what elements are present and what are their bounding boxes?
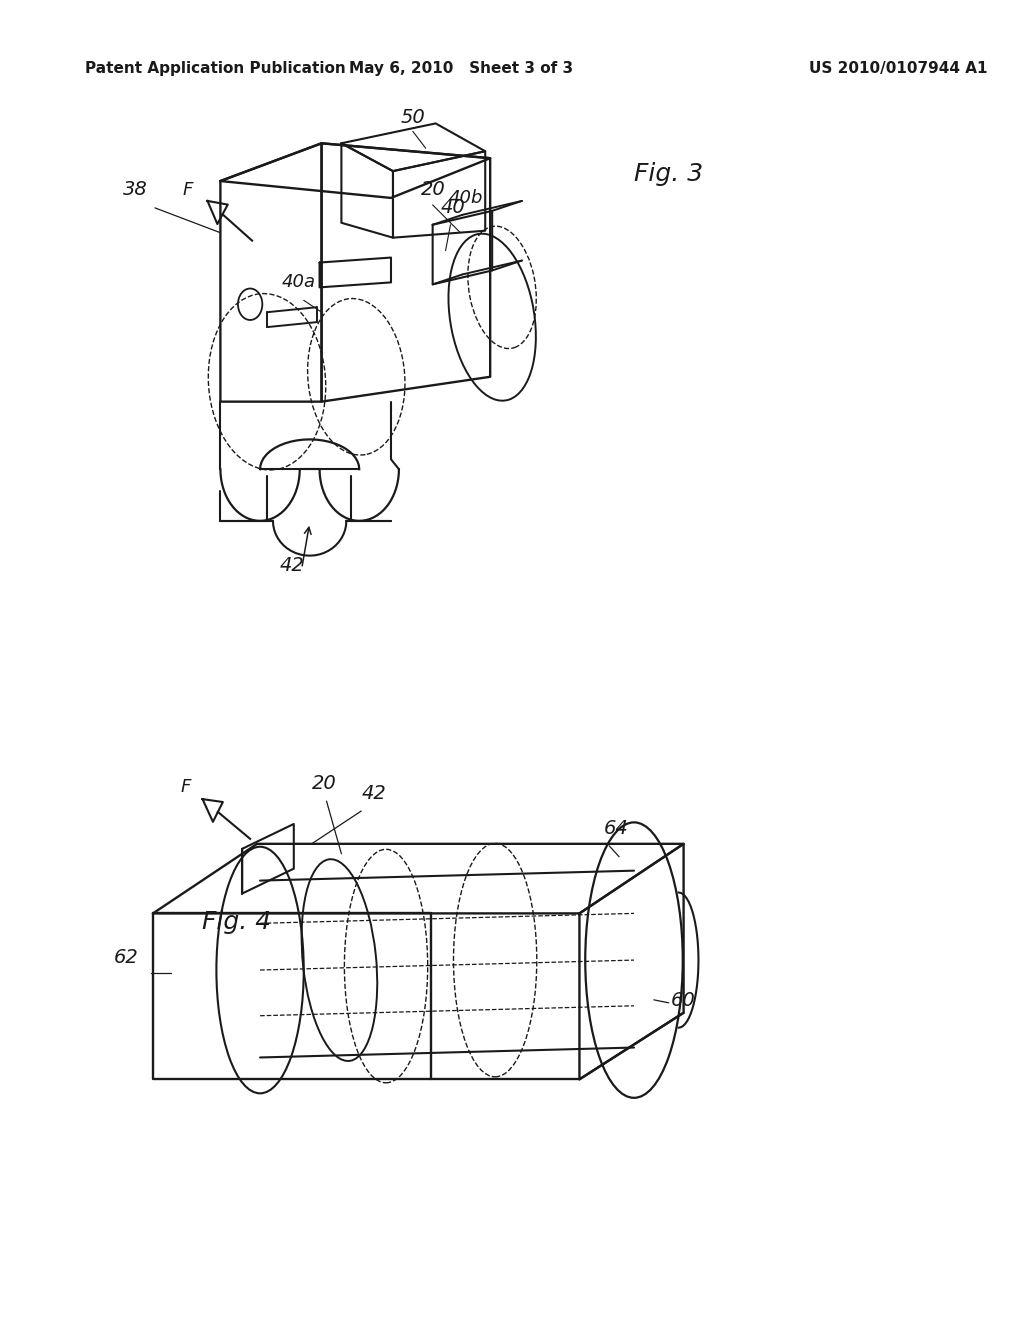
Text: 42: 42: [361, 784, 386, 803]
Text: 60: 60: [671, 991, 695, 1010]
Text: 20: 20: [311, 774, 337, 793]
Text: Patent Application Publication: Patent Application Publication: [85, 61, 346, 77]
Text: 64: 64: [604, 818, 629, 838]
Text: 40a: 40a: [282, 273, 315, 292]
Text: 20: 20: [421, 180, 445, 199]
Text: Fig. 3: Fig. 3: [634, 162, 703, 186]
Text: 62: 62: [114, 948, 138, 968]
Text: May 6, 2010   Sheet 3 of 3: May 6, 2010 Sheet 3 of 3: [349, 61, 573, 77]
Text: F: F: [182, 181, 194, 199]
Text: 50: 50: [401, 108, 426, 128]
Text: 40b: 40b: [449, 189, 483, 207]
Text: F: F: [180, 779, 191, 796]
Text: 40: 40: [440, 198, 465, 216]
Text: 38: 38: [123, 180, 147, 199]
Text: Fig. 4: Fig. 4: [202, 909, 271, 933]
Text: 42: 42: [280, 556, 305, 574]
Text: US 2010/0107944 A1: US 2010/0107944 A1: [809, 61, 987, 77]
